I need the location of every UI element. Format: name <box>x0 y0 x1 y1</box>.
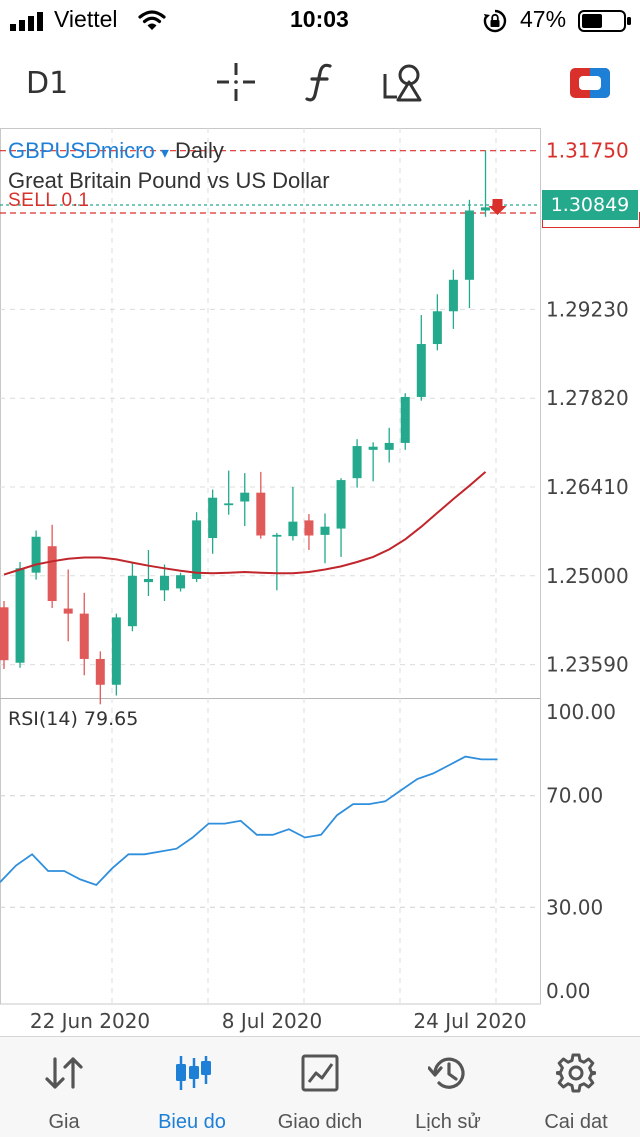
wifi-icon <box>138 10 166 30</box>
candle-body <box>416 344 426 397</box>
rsi-axis-label: 30.00 <box>546 895 603 919</box>
candle-body <box>15 568 25 663</box>
rsi-axis-label: 0.00 <box>546 979 591 1003</box>
symbol-name[interactable]: GBPUSDmicro <box>8 138 155 163</box>
price-axis-label: 1.26410 <box>546 475 629 499</box>
candle-body <box>160 575 169 591</box>
candle-body <box>368 446 378 450</box>
candle-body <box>256 492 266 536</box>
candle-body <box>320 526 330 535</box>
candle-body <box>304 520 314 536</box>
objects-icon[interactable] <box>382 60 426 104</box>
trade-icon <box>301 1054 339 1092</box>
candle-body <box>111 617 121 685</box>
candle-body <box>208 497 218 539</box>
price-axis-label: 1.25000 <box>546 564 629 588</box>
symbol-dropdown-icon[interactable]: ▾ <box>160 145 169 162</box>
rsi-label: RSI(14) 79.65 <box>8 708 139 730</box>
chart-toolbar: D1 <box>0 42 640 126</box>
candle-body <box>47 546 57 602</box>
price-axis-label: 1.29230 <box>546 297 629 321</box>
status-bar: Viettel 10:03 47% <box>0 0 640 42</box>
candle-body <box>0 607 9 661</box>
rotation-lock-icon <box>483 9 507 33</box>
timeframe-button[interactable]: D1 <box>26 66 69 101</box>
symbol-header[interactable]: GBPUSDmicro ▾ Daily <box>8 138 224 164</box>
candle-body <box>79 613 89 659</box>
quotes-icon <box>45 1057 83 1089</box>
price-axis-label: 1.27820 <box>546 386 629 410</box>
sell-arrow-icon <box>488 199 507 215</box>
current-price-tag: 1.30849 <box>542 190 638 220</box>
candle-body <box>31 536 41 573</box>
symbol-description: Great Britain Pound vs US Dollar <box>8 168 330 193</box>
time-axis-label: 22 Jun 2020 <box>30 1009 150 1033</box>
tab-label: Bieu do <box>158 1111 226 1133</box>
candle-body <box>384 442 394 450</box>
tab-bar: Gia Bieu do Giao dich Lịch sử <box>0 1036 640 1137</box>
settings-icon <box>556 1053 596 1093</box>
chart-icon <box>176 1056 211 1090</box>
price-axis-label: 1.23590 <box>546 653 629 677</box>
candle-body <box>127 575 137 627</box>
candle-body <box>143 578 153 583</box>
tab-chart[interactable]: Bieu do <box>128 1037 256 1137</box>
price-axis-label: 1.31750 <box>546 139 629 163</box>
carrier-name: Viettel <box>54 6 118 32</box>
candle-body <box>400 396 410 443</box>
function-icon[interactable] <box>298 60 342 104</box>
tab-trade[interactable]: Giao dich <box>256 1037 384 1137</box>
rsi-axis-label: 100.00 <box>546 700 616 724</box>
candle-body <box>176 575 186 589</box>
price-chart[interactable]: 1.31750 1.29230 1.27820 1.26410 1.25000 1.235… <box>0 128 640 1036</box>
candle-body <box>336 480 346 529</box>
candle-body <box>464 210 474 280</box>
candle-body <box>481 207 490 211</box>
tab-label: Giao dich <box>277 1111 363 1133</box>
symbol-period: Daily <box>174 138 224 163</box>
time-axis-label: 24 Jul 2020 <box>413 1009 526 1033</box>
candle-body <box>288 521 298 537</box>
clock-time: 10:03 <box>290 6 349 32</box>
tab-label: Lịch sử <box>415 1111 481 1133</box>
tab-label: Cai dat <box>544 1111 608 1133</box>
candle-body <box>352 446 362 479</box>
candle-body <box>192 520 202 579</box>
candle-body <box>432 311 442 345</box>
rsi-axis-label: 70.00 <box>546 784 603 808</box>
candle-body <box>95 658 105 685</box>
candle-body <box>448 279 458 312</box>
candle-body <box>224 503 234 506</box>
rsi-line <box>0 755 498 887</box>
battery-percent: 47% <box>520 6 567 32</box>
history-icon <box>428 1057 465 1089</box>
signal-icon <box>10 12 43 31</box>
crosshair-icon[interactable] <box>214 60 258 104</box>
trade-icon[interactable] <box>568 60 612 104</box>
candle-body <box>63 608 73 614</box>
chart-frame <box>0 128 541 1005</box>
tab-label: Gia <box>48 1111 80 1133</box>
chart-canvas: 1.31750 1.29230 1.27820 1.26410 1.25000 1.235… <box>0 128 629 1033</box>
time-axis-label: 8 Jul 2020 <box>222 1009 322 1033</box>
tab-history[interactable]: Lịch sử <box>384 1037 512 1137</box>
tab-quotes[interactable]: Gia <box>0 1037 128 1137</box>
order-line-label[interactable]: SELL 0.1 <box>8 190 90 211</box>
candle-body <box>272 534 282 537</box>
tab-settings[interactable]: Cai dat <box>512 1037 640 1137</box>
battery-icon <box>578 10 631 32</box>
candle-body <box>240 492 250 502</box>
moving-average-line <box>3 471 487 576</box>
